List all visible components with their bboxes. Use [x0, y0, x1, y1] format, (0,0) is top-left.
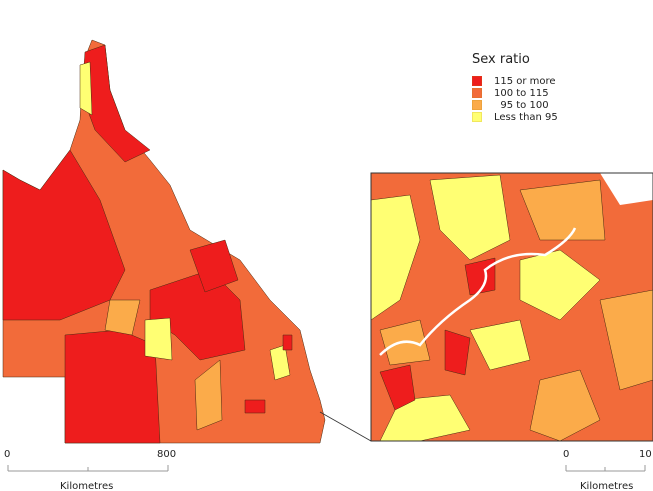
swatch	[472, 112, 482, 122]
inset-scale-end: 10	[639, 449, 652, 460]
main-scale-bar	[7, 465, 169, 472]
main-scale-end: 800	[157, 449, 177, 460]
legend-label: 115 or more	[494, 75, 556, 87]
main-scale-unit: Kilometres	[60, 481, 114, 491]
legend-item: Less than 95	[472, 111, 558, 123]
legend-item: 115 or more	[472, 75, 558, 87]
legend-item: 95 to 100	[472, 99, 558, 111]
region-west	[2, 149, 126, 321]
inset-map	[370, 172, 653, 442]
region-northeast	[189, 239, 239, 293]
legend-label: 95 to 100	[494, 99, 549, 111]
region-yellow	[144, 317, 173, 361]
region-se-red	[244, 399, 266, 414]
region-lightorange	[104, 299, 141, 336]
legend-label: Less than 95	[494, 111, 558, 123]
legend-item: 100 to 115	[472, 87, 558, 99]
region-coast-red	[282, 334, 293, 351]
legend: Sex ratio 115 or more 100 to 115 95 to 1…	[472, 52, 558, 123]
main-scale-start: 0	[4, 449, 11, 460]
region-se-lightorange	[194, 359, 223, 431]
region-cape-yellow	[79, 61, 93, 116]
region-se-yellow	[269, 344, 291, 381]
legend-title: Sex ratio	[472, 52, 530, 67]
swatch	[472, 100, 482, 110]
river	[379, 227, 577, 356]
inset-scale-bar	[565, 465, 646, 472]
swatch	[472, 76, 482, 86]
inset-scale-unit: Kilometres	[580, 481, 634, 491]
inset-scale-start: 0	[563, 449, 570, 460]
swatch	[472, 88, 482, 98]
legend-label: 100 to 115	[494, 87, 549, 99]
main-map	[2, 39, 326, 444]
inset-connector	[319, 411, 372, 442]
